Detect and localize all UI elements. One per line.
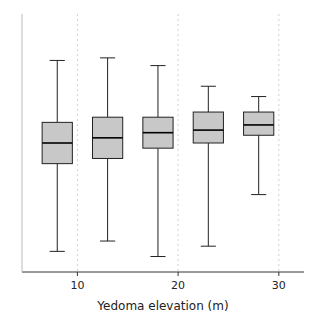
box: [42, 122, 72, 163]
upper-cap: [201, 86, 216, 87]
x-axis-line: [22, 272, 304, 273]
box: [244, 112, 274, 135]
box-group: [42, 60, 72, 251]
box-group: [143, 66, 173, 257]
upper-cap: [100, 57, 115, 58]
upper-cap: [50, 60, 65, 61]
lower-whisker: [208, 143, 209, 246]
upper-cap: [251, 96, 266, 97]
grid-line: [178, 14, 179, 272]
y-axis-line: [22, 14, 23, 272]
chart: 10 20 30 Yedoma elevation (m): [0, 0, 320, 320]
upper-whisker: [258, 97, 259, 112]
grid-line: [77, 14, 78, 272]
box-group: [193, 86, 223, 246]
x-tick: [278, 272, 279, 276]
x-tick-label: 20: [171, 279, 185, 292]
lower-cap: [201, 246, 216, 247]
lower-cap: [150, 256, 165, 257]
x-tick-label: 30: [272, 279, 286, 292]
lower-cap: [50, 251, 65, 252]
upper-whisker: [157, 66, 158, 118]
x-tick: [178, 272, 179, 276]
boxes: [42, 58, 274, 257]
lower-cap: [100, 241, 115, 242]
box-group: [244, 97, 274, 195]
x-tick-label: 10: [70, 279, 84, 292]
box: [93, 117, 123, 158]
median: [244, 124, 274, 126]
x-ticks: 10 20 30: [70, 272, 285, 292]
x-axis-label: Yedoma elevation (m): [96, 299, 228, 313]
lower-cap: [251, 194, 266, 195]
grid: [77, 14, 278, 272]
lower-whisker: [107, 158, 108, 241]
median: [193, 129, 223, 131]
box-group: [93, 58, 123, 241]
upper-whisker: [208, 86, 209, 112]
grid-line: [278, 14, 279, 272]
median: [143, 132, 173, 134]
median: [93, 137, 123, 139]
box: [193, 112, 223, 143]
x-tick: [77, 272, 78, 276]
upper-whisker: [57, 60, 58, 122]
box: [143, 117, 173, 148]
median: [42, 142, 72, 144]
chart-container: 10 20 30 Yedoma elevation (m): [0, 0, 320, 320]
lower-whisker: [258, 135, 259, 194]
upper-whisker: [107, 58, 108, 117]
lower-whisker: [157, 148, 158, 256]
lower-whisker: [57, 164, 58, 252]
upper-cap: [150, 65, 165, 66]
